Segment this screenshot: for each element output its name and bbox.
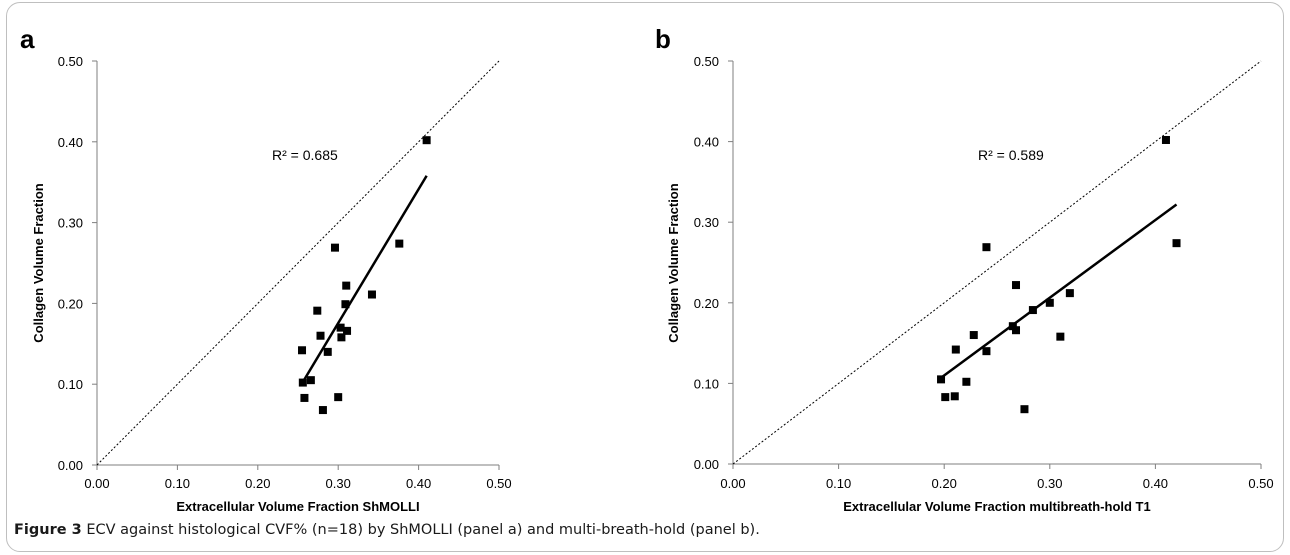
y-axis-label: Collagen Volume Fraction (31, 183, 46, 342)
r-squared-label: R² = 0.685 (272, 147, 338, 163)
x-tick-label: 0.20 (932, 476, 957, 491)
y-tick-label: 0.00 (58, 458, 83, 473)
panel-letter: b (655, 24, 671, 54)
data-point (343, 326, 352, 335)
identity-line (96, 60, 500, 466)
caption-text: ECV against histological CVF% (n=18) by … (86, 522, 760, 538)
y-tick-label: 0.20 (58, 296, 83, 311)
x-tick-label: 0.20 (245, 476, 270, 491)
x-axis-label: Extracellular Volume Fraction multibreat… (843, 499, 1150, 514)
y-tick-label: 0.00 (694, 457, 719, 472)
identity-line (732, 60, 1262, 465)
figure-caption: Figure 3 ECV against histological CVF% (… (14, 522, 760, 538)
r-squared-label: R² = 0.589 (978, 147, 1044, 163)
data-point (1020, 405, 1029, 414)
data-point (316, 331, 325, 340)
data-point (337, 333, 346, 342)
data-point (982, 347, 991, 356)
trendline (300, 175, 428, 385)
data-point (395, 239, 404, 248)
x-tick-label: 0.10 (165, 476, 190, 491)
x-tick-label: 0.10 (826, 476, 851, 491)
x-tick-label: 0.00 (84, 476, 109, 491)
y-tick-label: 0.30 (58, 216, 83, 231)
data-point (950, 392, 959, 401)
panel-b: b 0.00 0.10 0.20 0.30 0.40 0.50 0.00 0.10 0.20 0.3… (655, 24, 1274, 514)
trendline (940, 203, 1178, 379)
data-point (323, 347, 332, 356)
x-axis-label: Extracellular Volume Fraction ShMOLLI (176, 499, 419, 514)
figure-svg: a 0.00 0.10 0.20 0.30 0.40 0.50 0.00 0.10 0.20 0.3… (20, 24, 1274, 514)
data-point (341, 300, 350, 309)
data-point (306, 376, 315, 385)
data-point (336, 323, 345, 332)
y-tick-label: 0.30 (694, 215, 719, 230)
data-point (1028, 306, 1037, 315)
x-tick-label: 0.00 (720, 476, 745, 491)
data-point (334, 393, 343, 402)
y-tick-label: 0.40 (694, 135, 719, 150)
data-point (318, 406, 327, 415)
y-tick-label: 0.50 (58, 54, 83, 69)
y-tick-label: 0.10 (694, 376, 719, 391)
data-point (1008, 322, 1017, 331)
x-tick-label: 0.50 (486, 476, 511, 491)
x-tick-label: 0.40 (1143, 476, 1168, 491)
panel-a: a 0.00 0.10 0.20 0.30 0.40 0.50 0.00 0.10 0.20 0.3… (20, 24, 512, 514)
data-point (298, 346, 307, 355)
data-point (969, 331, 978, 340)
data-point (937, 375, 946, 384)
data-point (951, 345, 960, 354)
data-point (1045, 298, 1054, 307)
x-tick-label: 0.40 (406, 476, 431, 491)
data-point (1056, 332, 1065, 341)
data-point (1012, 326, 1021, 335)
data-point (1172, 239, 1181, 248)
data-point (941, 393, 950, 402)
y-tick-label: 0.40 (58, 135, 83, 150)
x-tick-label: 0.30 (1037, 476, 1062, 491)
data-point (982, 243, 991, 252)
data-point (342, 281, 351, 290)
data-point (962, 377, 971, 386)
data-point (313, 306, 322, 315)
y-axis-label: Collagen Volume Fraction (666, 183, 681, 342)
x-tick-label: 0.30 (326, 476, 351, 491)
x-tick-label: 0.50 (1248, 476, 1273, 491)
caption-label: Figure 3 (14, 522, 82, 538)
data-point (1065, 289, 1074, 298)
data-point (330, 243, 339, 252)
figure-frame (6, 2, 1284, 552)
data-point (300, 393, 309, 402)
data-point (1012, 281, 1021, 290)
data-point (298, 378, 307, 387)
data-point (1161, 135, 1170, 144)
data-point (367, 290, 376, 299)
y-tick-label: 0.20 (694, 296, 719, 311)
panel-letter: a (20, 24, 35, 54)
data-point (422, 136, 431, 145)
y-tick-label: 0.50 (694, 54, 719, 69)
y-tick-label: 0.10 (58, 377, 83, 392)
